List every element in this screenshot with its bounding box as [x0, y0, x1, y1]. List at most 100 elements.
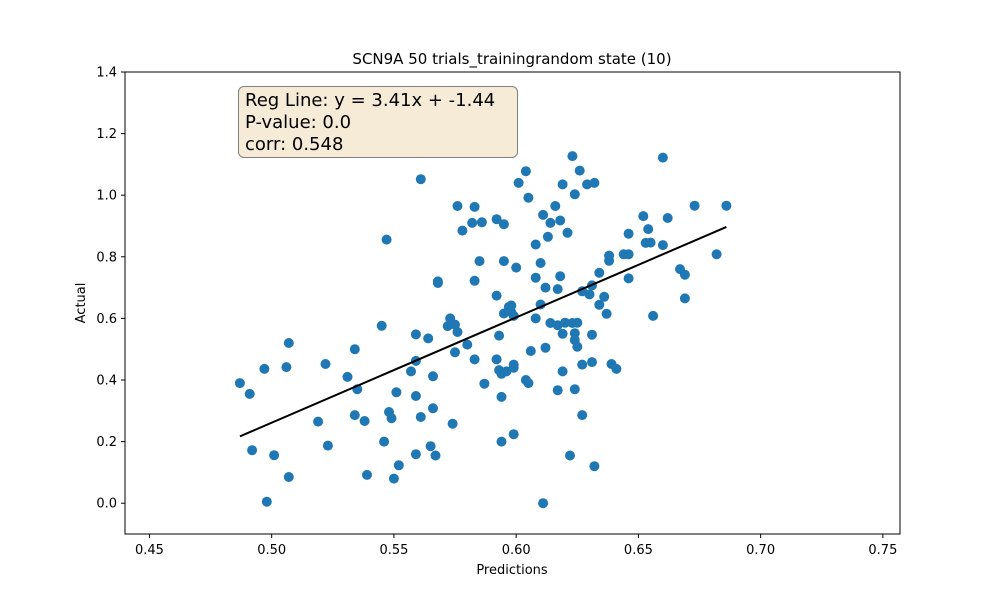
regression-line-layer [239, 226, 727, 438]
data-point-135 [623, 249, 634, 260]
data-point-123 [589, 177, 600, 188]
data-point-39 [432, 278, 443, 288]
data-point-42 [447, 418, 458, 429]
data-point-144 [662, 213, 673, 223]
data-point-8 [283, 472, 294, 482]
data-point-134 [623, 228, 634, 239]
data-point-33 [423, 333, 434, 344]
data-point-46 [452, 201, 463, 211]
data-point-48 [462, 339, 473, 350]
data-point-12 [342, 371, 353, 382]
data-point-58 [491, 354, 502, 365]
data-point-102 [557, 179, 568, 190]
data-point-130 [604, 255, 615, 266]
data-point-83 [530, 313, 541, 324]
data-point-0 [234, 378, 245, 389]
data-point-19 [379, 436, 390, 447]
data-point-81 [525, 346, 536, 356]
data-point-101 [557, 366, 568, 377]
data-point-74 [508, 429, 519, 440]
x-tick-label: 0.45 [135, 543, 164, 558]
data-point-105 [565, 450, 575, 461]
data-point-121 [587, 329, 597, 340]
data-point-62 [496, 391, 507, 402]
data-point-93 [545, 217, 556, 228]
data-point-82 [530, 239, 541, 250]
y-tick-label: 0.6 [96, 312, 117, 327]
data-point-112 [572, 341, 583, 352]
data-point-146 [679, 269, 690, 280]
data-point-147 [679, 293, 690, 304]
data-point-11 [322, 440, 333, 451]
data-point-31 [415, 174, 426, 185]
data-point-139 [643, 224, 654, 235]
y-tick-label: 0.2 [96, 435, 117, 450]
data-point-53 [474, 256, 485, 267]
data-point-80 [523, 192, 534, 203]
data-point-23 [388, 473, 399, 484]
data-point-94 [550, 201, 561, 211]
data-point-137 [638, 211, 649, 222]
data-point-3 [259, 363, 270, 374]
x-tick-label: 0.55 [379, 543, 408, 558]
data-point-29 [410, 391, 421, 401]
y-tick-label: 0.0 [96, 497, 117, 512]
data-point-51 [469, 275, 480, 286]
x-tick-label: 0.65 [624, 543, 653, 558]
x-axis-label: Predictions [476, 563, 548, 578]
data-point-77 [520, 166, 531, 177]
data-point-15 [349, 410, 360, 421]
data-point-17 [362, 469, 372, 480]
data-point-116 [577, 359, 588, 370]
data-point-32 [415, 412, 426, 422]
data-point-5 [269, 450, 280, 461]
y-tick-label: 1.2 [96, 127, 117, 142]
data-point-18 [376, 320, 387, 331]
data-point-122 [587, 357, 597, 368]
data-point-149 [711, 249, 722, 260]
data-point-124 [589, 461, 600, 472]
data-point-109 [569, 384, 580, 395]
data-point-57 [491, 290, 502, 301]
data-point-27 [410, 329, 421, 340]
data-point-143 [657, 152, 668, 163]
data-point-79 [523, 378, 534, 389]
y-tick-label: 0.8 [96, 250, 117, 265]
data-point-50 [469, 201, 480, 212]
data-point-44 [450, 347, 460, 358]
data-point-98 [555, 215, 566, 226]
data-point-4 [261, 496, 272, 507]
data-point-89 [540, 282, 551, 293]
points-layer [234, 151, 732, 509]
annotation-correlation: corr: 0.548 [245, 134, 344, 155]
data-point-9 [313, 416, 324, 427]
data-point-127 [599, 291, 610, 302]
data-point-132 [611, 363, 622, 374]
data-point-96 [552, 385, 563, 396]
data-point-59 [494, 330, 505, 341]
data-point-20 [381, 234, 392, 245]
annotation-regression-line: Reg Line: y = 3.41x + -1.44 [245, 90, 496, 111]
data-point-140 [645, 237, 656, 248]
data-point-72 [508, 362, 519, 373]
data-point-13 [349, 344, 360, 355]
data-point-103 [560, 317, 571, 328]
data-point-64 [498, 219, 509, 230]
data-point-88 [538, 498, 549, 509]
data-point-95 [552, 284, 563, 295]
data-point-108 [569, 189, 580, 200]
data-point-128 [601, 308, 612, 319]
chart-title: SCN9A 50 trials_trainingrandom state (10… [352, 50, 671, 69]
data-point-22 [386, 413, 397, 424]
data-point-25 [393, 460, 404, 471]
data-point-52 [469, 354, 480, 365]
data-point-87 [538, 209, 549, 220]
data-point-113 [572, 317, 583, 328]
data-point-35 [428, 371, 438, 382]
data-point-16 [359, 416, 370, 426]
data-point-36 [428, 403, 438, 414]
data-point-6 [281, 362, 292, 373]
data-point-106 [567, 151, 578, 162]
data-point-126 [594, 299, 605, 310]
